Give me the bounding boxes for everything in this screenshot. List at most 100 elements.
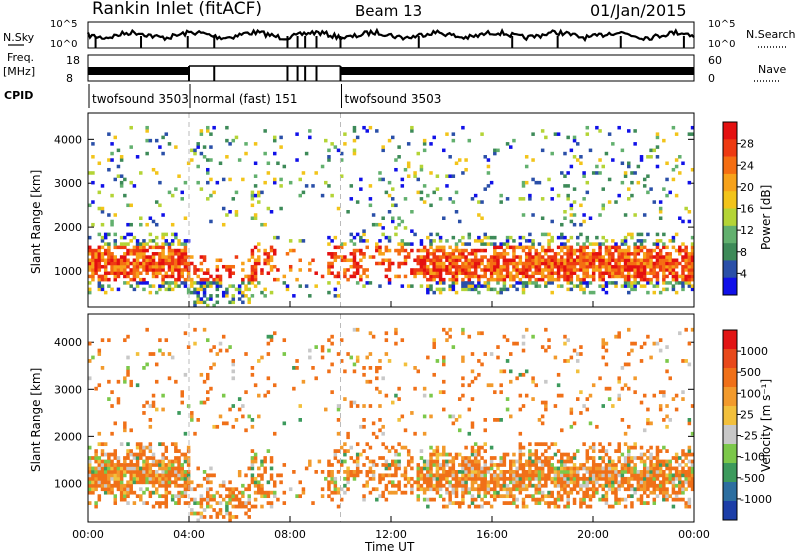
heatmap-cell [113,466,118,471]
heatmap-cell [180,494,184,499]
heatmap-cell [279,473,283,478]
heatmap-cell [234,418,239,422]
heatmap-cell [662,393,666,398]
heatmap-cell [553,483,558,488]
heatmap-cell [617,480,621,485]
heatmap-cell [119,242,124,246]
heatmap-cell [662,480,666,485]
heatmap-cell [352,242,357,246]
heatmap-cell [627,452,631,457]
heatmap-cell [547,501,551,505]
heatmap-cell [521,281,526,285]
heatmap-cell [381,226,385,230]
heatmap-cell [209,297,213,301]
heatmap-cell [429,268,433,272]
heatmap-cell [442,445,446,450]
heatmap-cell [97,161,102,166]
heatmap-cell [221,334,226,339]
heatmap-cell [346,277,350,282]
heatmap-cell [129,271,133,275]
heatmap-cell [148,290,153,295]
ytick-label: 4000 [54,133,82,146]
heatmap-cell [454,248,459,253]
heatmap-cell [215,180,220,185]
heatmap-cell [193,151,197,156]
heatmap-cell [355,442,360,447]
heatmap-cell [642,255,647,259]
heatmap-cell [429,274,433,279]
heatmap-cell [384,473,389,478]
heatmap-cell [346,473,350,478]
heatmap-cell [671,473,676,478]
heatmap-cell [493,490,497,495]
heatmap-cell [451,264,456,269]
heatmap-cell [681,242,685,246]
heatmap-cell [674,274,679,279]
heatmap-cell [486,277,491,282]
heatmap-cell [690,473,695,478]
heatmap-cell [183,261,188,266]
heatmap-cell [148,480,153,485]
heatmap-cell [352,125,357,130]
heatmap-cell [636,258,641,263]
heatmap-cell [467,138,472,143]
heatmap-cell [451,466,456,471]
heatmap-cell [627,290,631,295]
heatmap-cell [566,456,570,460]
heatmap-cell [623,480,628,485]
heatmap-cell [154,264,159,269]
heatmap-cell [250,372,255,377]
heatmap-cell [183,258,188,263]
heatmap-cell [279,135,283,140]
heatmap-cell [642,459,647,464]
heatmap-cell [107,456,111,460]
heatmap-cell [451,487,456,492]
heatmap-cell [371,463,376,467]
heatmap-cell [560,487,564,492]
heatmap-cell [591,442,596,447]
heatmap-cell [352,148,357,153]
heatmap-cell [531,379,535,384]
heatmap-cell [263,494,267,499]
heatmap-cell [448,414,452,419]
freq-label: Freq. [7,51,34,64]
heatmap-cell [690,463,695,467]
heatmap-cell [636,164,641,169]
heatmap-cell [416,261,421,266]
heatmap-cell [154,379,159,384]
heatmap-cell [512,463,516,467]
heatmap-cell [442,255,446,259]
heatmap-cell [614,470,618,474]
colorbar-swatch [723,139,737,157]
heatmap-cell [139,445,143,450]
heatmap-cell [467,284,472,288]
heatmap-cell [241,414,245,419]
heatmap-cell [569,274,574,279]
heatmap-cell [142,252,146,256]
heatmap-cell [607,248,612,253]
heatmap-cell [467,476,472,481]
heatmap-cell [308,459,312,464]
heatmap-cell [94,261,98,266]
heatmap-cell [180,393,184,398]
heatmap-cell [410,129,414,133]
heatmap-cell [244,142,248,146]
heatmap-cell [164,466,169,471]
heatmap-cell [454,290,459,295]
heatmap-cell [161,268,165,272]
heatmap-cell [132,277,137,282]
heatmap-cell [174,466,178,471]
heatmap-cell [282,164,287,169]
heatmap-cell [135,281,140,285]
heatmap-cell [627,494,631,499]
heatmap-cell [199,129,204,133]
heatmap-cell [502,473,507,478]
heatmap-cell [416,497,421,502]
heatmap-cell [464,480,468,485]
heatmap-cell [585,180,590,185]
date-label: 01/Jan/2015 [590,1,687,20]
heatmap-cell [202,255,207,259]
heatmap-cell [442,390,446,395]
heatmap-cell [493,151,497,156]
heatmap-cell [486,466,491,471]
